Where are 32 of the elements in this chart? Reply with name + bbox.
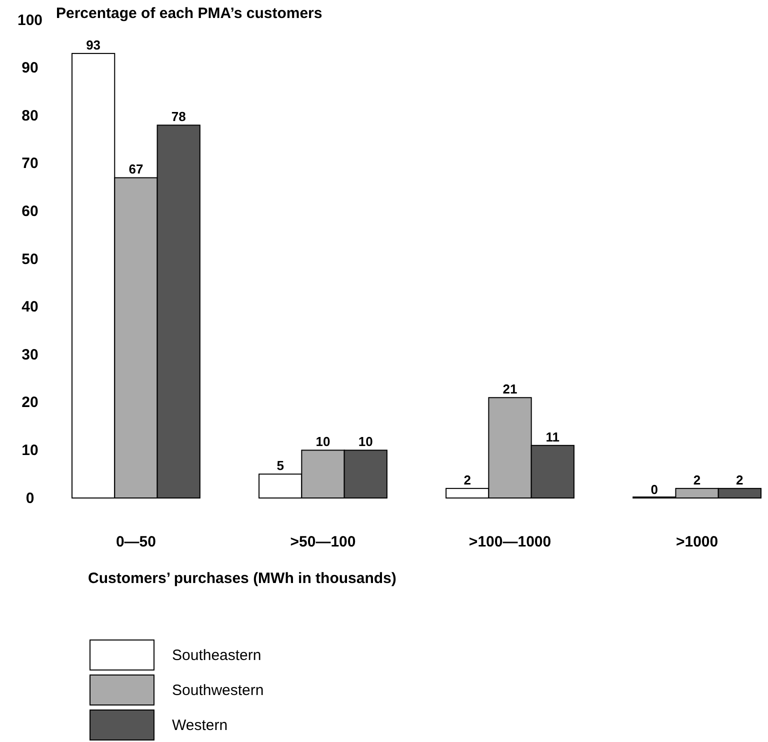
x-tick-label: >100—1000 xyxy=(468,534,552,551)
data-label: 93 xyxy=(86,37,101,52)
x-axis-title: Customers’ purchases (MWh in thousands) xyxy=(88,570,396,587)
y-tick-label: 100 xyxy=(17,12,43,29)
y-tick-label: 20 xyxy=(22,394,38,412)
data-label: 5 xyxy=(276,458,284,474)
chart-title: Percentage of each PMA’s customers xyxy=(56,5,322,22)
y-tick-label: 60 xyxy=(22,203,38,220)
y-tick-label: 80 xyxy=(22,107,38,124)
data-label: 11 xyxy=(546,429,560,444)
x-tick-label: >50—100 xyxy=(290,534,356,551)
data-label: 10 xyxy=(316,434,330,450)
y-tick-label: 90 xyxy=(22,60,38,77)
data-label: 0 xyxy=(650,482,658,497)
y-tick-label: 40 xyxy=(22,298,38,316)
data-label: 67 xyxy=(128,162,144,177)
x-tick-label: 0—50 xyxy=(116,534,156,551)
data-label: 78 xyxy=(171,109,186,124)
y-tick-label: 10 xyxy=(22,442,38,459)
x-tick-label: >1000 xyxy=(676,534,718,551)
y-tick-label: 50 xyxy=(22,250,38,268)
data-label: 2 xyxy=(464,472,471,488)
legend-label: Southeastern xyxy=(172,647,262,664)
data-label: 2 xyxy=(693,472,701,488)
data-label: 2 xyxy=(736,472,744,488)
y-tick-label: 0 xyxy=(26,490,34,507)
legend-label: Southwestern xyxy=(172,682,264,699)
legend-label: Western xyxy=(172,717,228,734)
y-tick-label: 70 xyxy=(22,155,38,172)
y-tick-label: 30 xyxy=(22,346,38,364)
data-label: 21 xyxy=(502,382,518,397)
data-label: 10 xyxy=(358,434,373,450)
